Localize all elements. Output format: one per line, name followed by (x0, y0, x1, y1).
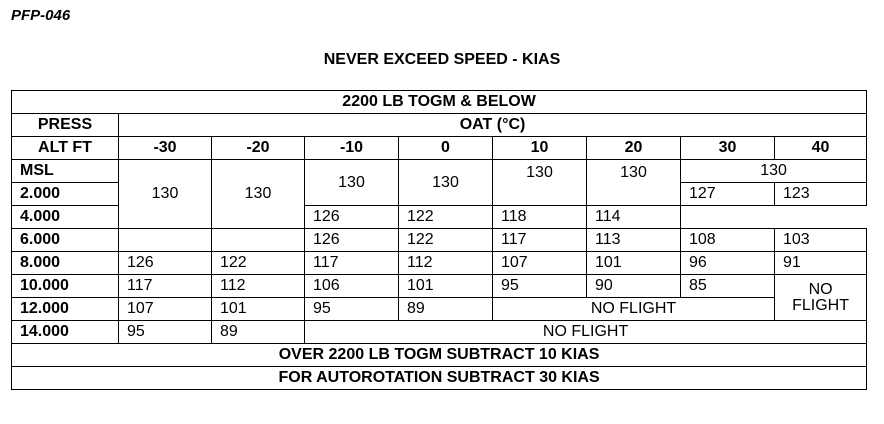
speed-cell: 108 (680, 228, 775, 252)
no-flight-text: NO (808, 280, 833, 298)
speed-cell: 117 (118, 274, 212, 298)
alt-label: 6.000 (11, 228, 119, 252)
table-header: 2200 LB TOGM & BELOW (10, 90, 868, 114)
speed-cell: 130 (492, 159, 587, 206)
speed-cell: 95 (304, 297, 399, 321)
document-id: PFP-046 (11, 7, 71, 24)
speed-cell: 117 (492, 228, 587, 252)
speed-cell: 130 (398, 159, 493, 206)
page-title: NEVER EXCEED SPEED - KIAS (323, 51, 561, 68)
alt-label: MSL (11, 159, 119, 183)
speed-cell: 130 (211, 159, 305, 229)
speed-cell: 130 (118, 159, 212, 229)
temp-header: 30 (680, 136, 775, 160)
speed-table: 2200 LB TOGM & BELOW PRESS OAT (°C) ALT … (10, 90, 868, 390)
speed-cell: 103 (773, 228, 868, 252)
speed-cell: 107 (492, 251, 587, 275)
speed-cell: 90 (586, 274, 681, 298)
footer-note: OVER 2200 LB TOGM SUBTRACT 10 KIAS (10, 343, 868, 367)
alt-label: 8.000 (11, 251, 119, 275)
speed-cell: 96 (680, 251, 775, 275)
alt-label: 12.000 (11, 297, 119, 321)
alt-ft-label: ALT FT (11, 136, 119, 160)
speed-cell: 130 (586, 159, 681, 206)
temp-header: -10 (304, 136, 399, 160)
speed-cell: 126 (118, 251, 212, 275)
alt-label: 10.000 (11, 274, 119, 298)
oat-label: OAT (°C) (117, 113, 868, 137)
speed-cell: 101 (211, 297, 305, 321)
speed-cell: 89 (211, 320, 305, 344)
speed-cell: 122 (211, 251, 305, 275)
speed-cell: 126 (304, 205, 399, 229)
speed-cell: 112 (398, 251, 493, 275)
speed-cell: 130 (679, 159, 868, 183)
temp-header: -30 (118, 136, 212, 160)
speed-cell: 117 (304, 251, 399, 275)
temp-header: -20 (211, 136, 305, 160)
speed-cell: 91 (773, 251, 868, 275)
speed-cell: 95 (492, 274, 587, 298)
speed-cell: 101 (398, 274, 493, 298)
alt-label: 14.000 (11, 320, 119, 344)
speed-cell: 123 (773, 182, 868, 206)
no-flight-cell: NO FLIGHT (303, 320, 868, 344)
speed-cell: 113 (586, 228, 681, 252)
speed-cell: 95 (118, 320, 212, 344)
press-alt-label: PRESS (11, 113, 119, 137)
no-flight-cell: NO FLIGHT (492, 297, 775, 321)
speed-cell: 126 (304, 228, 399, 252)
alt-label: 2.000 (11, 182, 119, 206)
speed-cell: 101 (586, 251, 681, 275)
footer-note: FOR AUTOROTATION SUBTRACT 30 KIAS (10, 366, 868, 390)
speed-cell: 122 (398, 228, 493, 252)
empty-cell (211, 228, 305, 252)
speed-cell: 114 (586, 205, 681, 229)
speed-cell: 112 (211, 274, 305, 298)
empty-cell (118, 228, 212, 252)
speed-cell: 122 (398, 205, 493, 229)
no-flight-cell: NO FLIGHT (773, 274, 868, 321)
speed-cell: 107 (118, 297, 212, 321)
speed-cell: 130 (304, 159, 399, 206)
temp-header: 20 (586, 136, 681, 160)
speed-cell: 106 (304, 274, 399, 298)
temp-header: 10 (492, 136, 587, 160)
alt-label: 4.000 (11, 205, 119, 229)
temp-header: 40 (773, 136, 868, 160)
speed-cell: 85 (680, 274, 775, 298)
speed-cell: 118 (492, 205, 587, 229)
temp-header: 0 (398, 136, 493, 160)
no-flight-text: FLIGHT (792, 296, 849, 314)
speed-cell: 127 (680, 182, 775, 206)
speed-cell: 89 (398, 297, 493, 321)
